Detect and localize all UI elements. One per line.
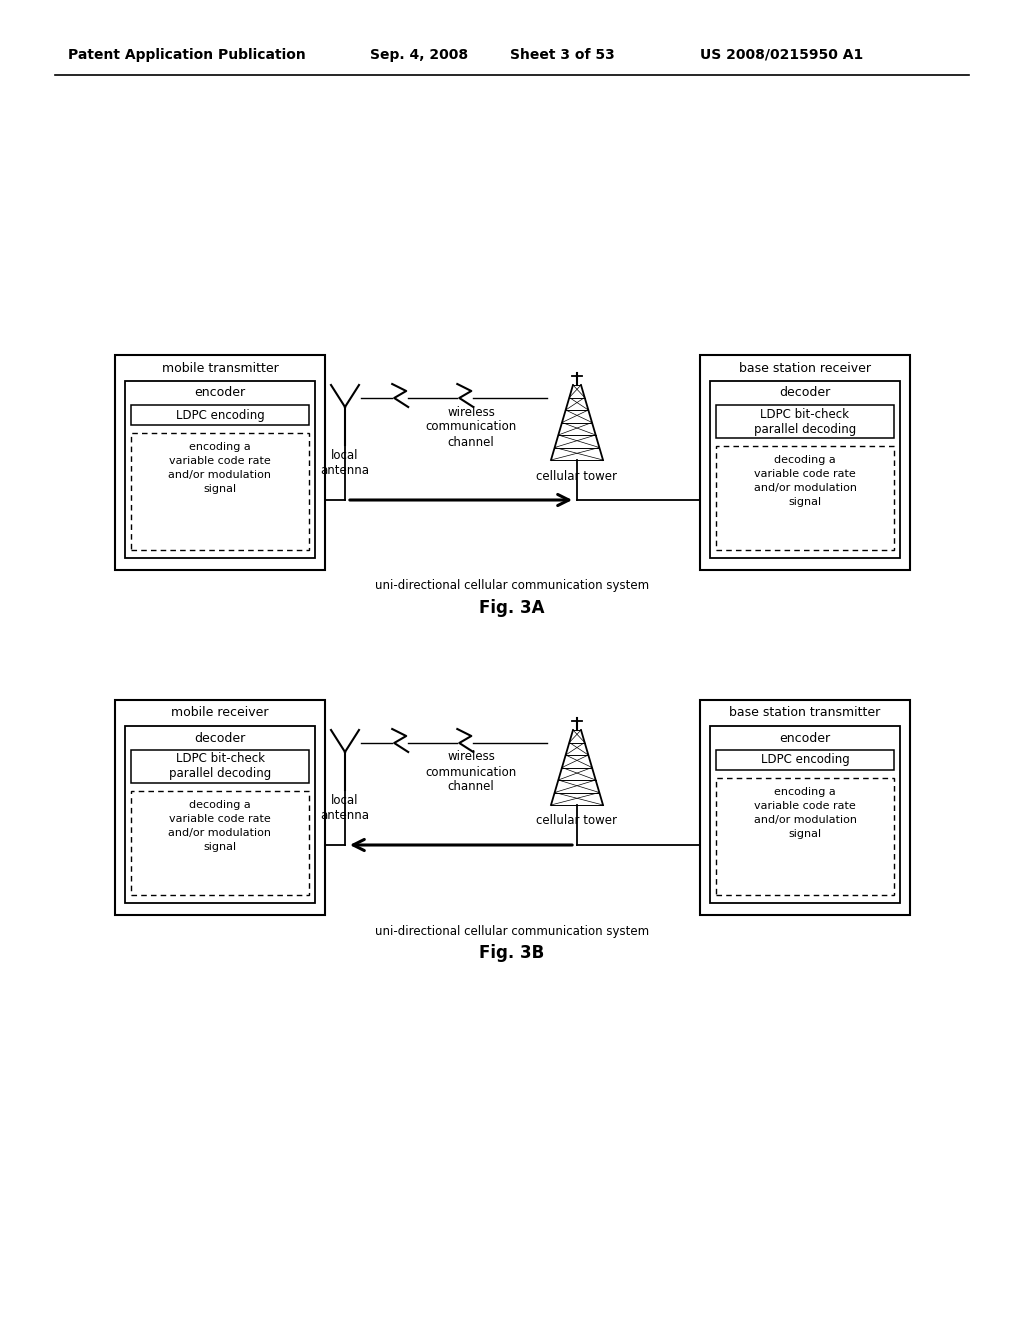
Text: signal: signal (204, 484, 237, 494)
Text: decoding a: decoding a (189, 800, 251, 810)
Bar (131, 791, 309, 895)
Text: encoding a: encoding a (774, 787, 836, 797)
Text: uni-directional cellular communication system: uni-directional cellular communication s… (375, 579, 649, 593)
Bar (716, 777, 894, 895)
Text: and/or modulation: and/or modulation (169, 828, 271, 838)
Bar (115, 355, 325, 570)
Text: and/or modulation: and/or modulation (169, 470, 271, 480)
Text: local
antenna: local antenna (321, 795, 370, 822)
Text: wireless
communication
channel: wireless communication channel (425, 405, 517, 449)
Text: decoder: decoder (195, 731, 246, 744)
Bar (716, 446, 894, 550)
Text: US 2008/0215950 A1: US 2008/0215950 A1 (700, 48, 863, 62)
Text: and/or modulation: and/or modulation (754, 814, 856, 825)
Text: LDPC bit-check
parallel decoding: LDPC bit-check parallel decoding (754, 408, 856, 436)
Text: variable code rate: variable code rate (169, 455, 271, 466)
Bar (115, 700, 325, 915)
Bar (131, 750, 309, 783)
Text: cellular tower: cellular tower (537, 814, 617, 828)
Text: LDPC encoding: LDPC encoding (761, 754, 849, 767)
Text: uni-directional cellular communication system: uni-directional cellular communication s… (375, 924, 649, 937)
Text: variable code rate: variable code rate (754, 801, 856, 810)
Bar (710, 381, 900, 558)
Text: local
antenna: local antenna (321, 449, 370, 477)
Text: encoding a: encoding a (189, 442, 251, 451)
Bar (131, 433, 309, 550)
Text: Patent Application Publication: Patent Application Publication (68, 48, 306, 62)
Text: encoder: encoder (779, 731, 830, 744)
Text: variable code rate: variable code rate (754, 469, 856, 479)
Text: signal: signal (788, 498, 821, 507)
Text: Fig. 3B: Fig. 3B (479, 944, 545, 962)
Text: Fig. 3A: Fig. 3A (479, 599, 545, 616)
Bar (710, 726, 900, 903)
Text: signal: signal (788, 829, 821, 840)
Text: base station receiver: base station receiver (739, 362, 871, 375)
Text: Sep. 4, 2008: Sep. 4, 2008 (370, 48, 468, 62)
Text: encoder: encoder (195, 387, 246, 400)
Text: wireless
communication
channel: wireless communication channel (425, 751, 517, 793)
Text: LDPC encoding: LDPC encoding (176, 408, 264, 421)
Text: and/or modulation: and/or modulation (754, 483, 856, 492)
Bar (716, 750, 894, 770)
Text: signal: signal (204, 842, 237, 851)
Text: mobile transmitter: mobile transmitter (162, 362, 279, 375)
Bar (700, 355, 910, 570)
Text: cellular tower: cellular tower (537, 470, 617, 483)
Text: base station transmitter: base station transmitter (729, 706, 881, 719)
Bar (716, 405, 894, 438)
Text: variable code rate: variable code rate (169, 814, 271, 824)
Bar (700, 700, 910, 915)
Text: Sheet 3 of 53: Sheet 3 of 53 (510, 48, 614, 62)
Bar (125, 381, 315, 558)
Text: LDPC bit-check
parallel decoding: LDPC bit-check parallel decoding (169, 752, 271, 780)
Text: decoding a: decoding a (774, 455, 836, 465)
Bar (125, 726, 315, 903)
Text: mobile receiver: mobile receiver (171, 706, 268, 719)
Text: decoder: decoder (779, 387, 830, 400)
Bar (131, 405, 309, 425)
